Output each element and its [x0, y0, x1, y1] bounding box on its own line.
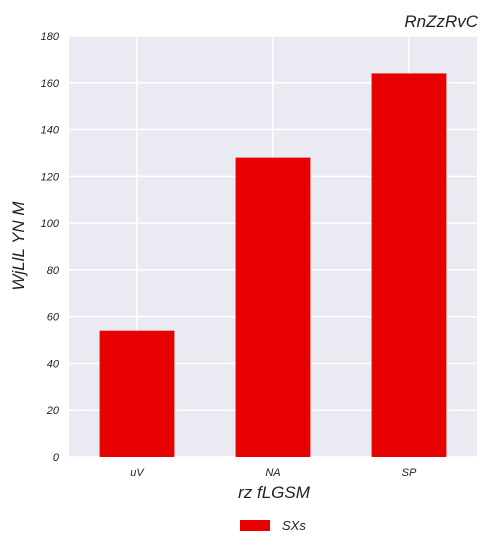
- y-tick-label: 100: [41, 218, 60, 230]
- y-tick-label: 20: [46, 405, 60, 417]
- x-tick-label: SP: [402, 467, 417, 479]
- y-axis-title: WjLlL YN M: [9, 201, 28, 291]
- x-axis-ticks: uV NA SP: [130, 467, 417, 479]
- legend-swatch: [240, 520, 270, 531]
- y-axis-ticks: 0 20 40 60 80 100 120 140 160 180: [41, 31, 60, 464]
- bar-uV: [100, 331, 175, 457]
- legend: SXs: [240, 518, 306, 533]
- x-tick-label: uV: [130, 467, 145, 479]
- y-tick-label: 160: [41, 78, 60, 90]
- x-tick-label: NA: [265, 467, 280, 479]
- bar-SP: [372, 73, 447, 457]
- legend-label: SXs: [282, 518, 306, 533]
- y-tick-label: 60: [47, 312, 60, 324]
- chart-title: RnZzRvC: [404, 12, 478, 31]
- y-tick-label: 120: [41, 171, 60, 183]
- x-axis-title: rz fLGSM: [238, 483, 311, 502]
- y-tick-label: 40: [47, 358, 60, 370]
- y-tick-label: 80: [47, 265, 60, 277]
- y-tick-label: 140: [41, 125, 60, 137]
- bar-NA: [236, 158, 311, 457]
- y-tick-label: 0: [53, 452, 60, 464]
- y-tick-label: 180: [41, 31, 60, 43]
